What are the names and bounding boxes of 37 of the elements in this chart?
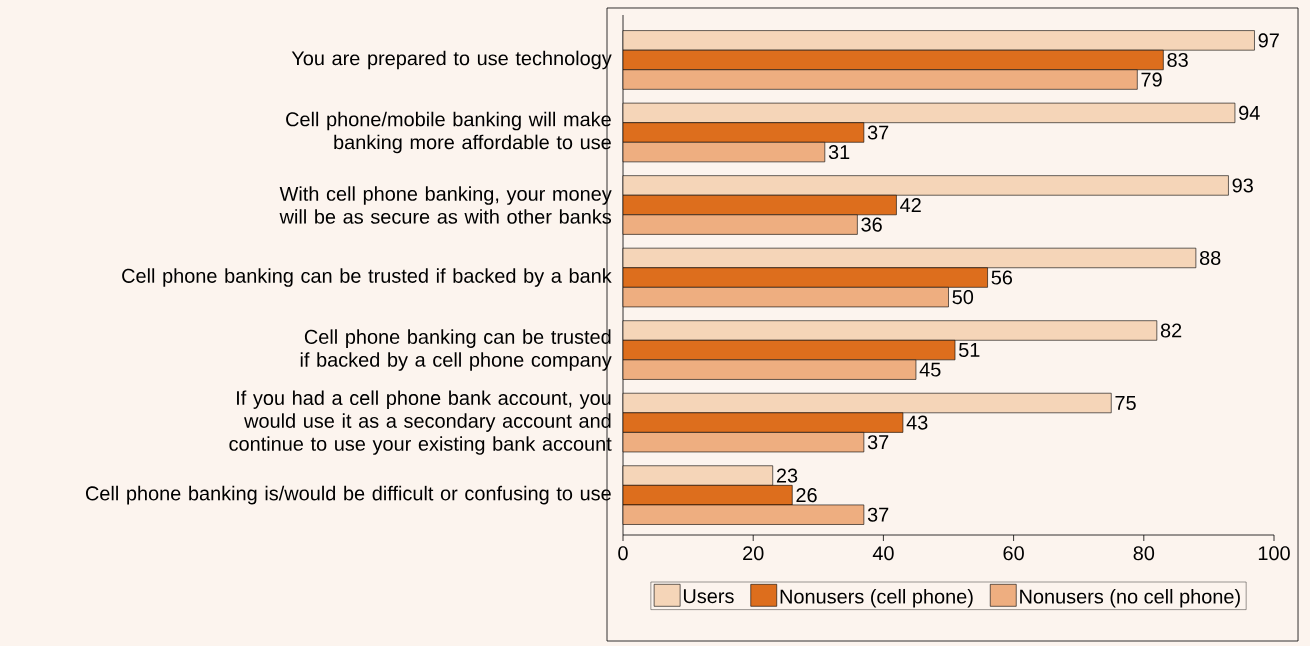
x-tick-label: 100 [1258,546,1290,561]
data-label: 42 [900,198,921,212]
y-tick-label: Cell phone banking is/would be difficult or confusing to use [85,485,611,505]
y-tick-label: Cell phone banking can be trusted if backed by a bank [122,268,612,287]
data-label: 50 [952,290,974,305]
data-label: 31 [828,145,850,160]
y-tick-label: If you had a cell phone bank account, you would use it as a secondary account and continue to use your existing bank account [229,390,612,455]
y-tick-label: Cell phone/mobile banking will make banking more affordable to use [286,111,611,154]
data-label: 82 [1160,323,1182,338]
x-tick-label: 60 [1003,546,1024,561]
x-tick-label: 0 [618,546,628,561]
data-label: 37 [867,125,889,140]
legend-label: Nonusers (no cell phone) [1020,588,1240,608]
x-tick-label: 40 [872,546,894,561]
x-tick-label: 20 [743,546,764,561]
data-label: 56 [991,270,1013,285]
legend-label: Users [683,589,734,604]
data-label: 75 [1115,396,1136,410]
y-tick-label: You are prepared to use technology [291,50,612,70]
data-label: 23 [776,468,798,483]
data-label: 51 [959,343,980,358]
data-label: 36 [861,217,882,232]
data-label: 97 [1258,33,1279,48]
data-label: 93 [1232,178,1253,193]
data-label: 83 [1167,52,1188,68]
data-label: 37 [867,435,889,450]
data-label: 88 [1199,250,1221,266]
legend-label: Nonusers (cell phone) [780,588,973,608]
x-tick-label: 80 [1133,546,1155,561]
data-label: 79 [1141,72,1162,87]
y-tick-label: Cell phone banking can be trusted if backed by a cell phone company [300,329,612,371]
data-label: 43 [906,415,928,430]
data-label: 26 [796,488,817,503]
y-tick-label: With cell phone banking, your money will be as secure as with other banks [279,186,612,224]
data-label: 94 [1239,105,1260,120]
data-label: 45 [919,362,941,377]
data-label: 37 [867,507,889,522]
